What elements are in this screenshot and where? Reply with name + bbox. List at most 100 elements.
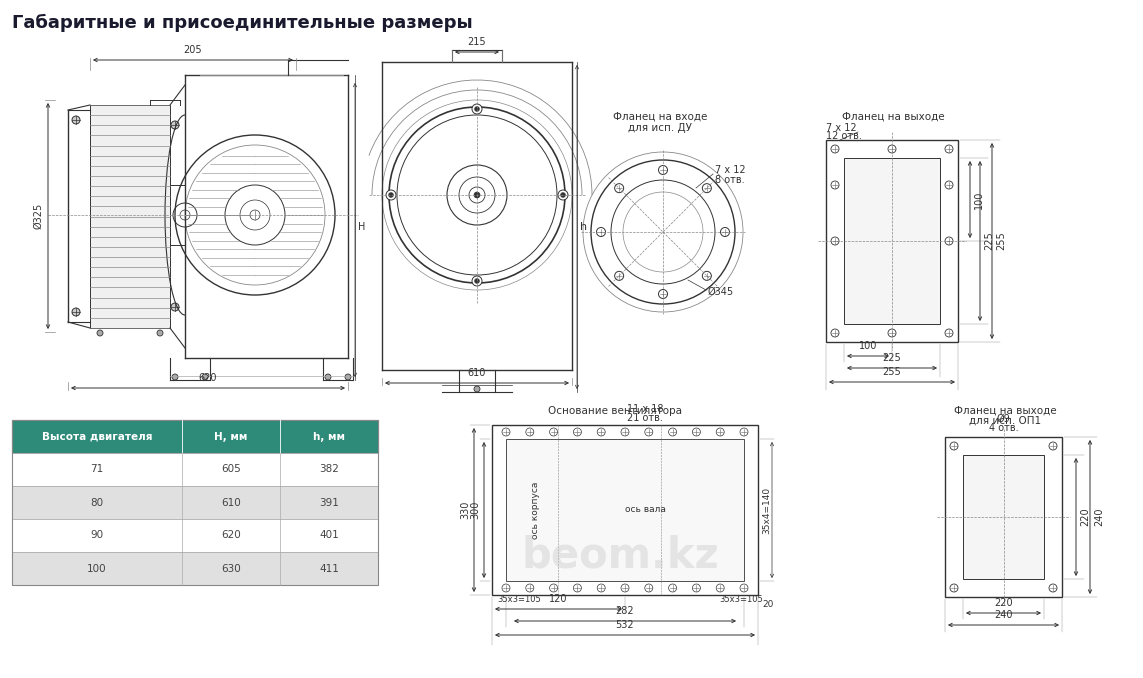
Circle shape — [831, 329, 839, 337]
Bar — [11, 420, 378, 585]
Circle shape — [888, 329, 896, 337]
Text: 225: 225 — [882, 353, 902, 363]
Text: 35х4=140: 35х4=140 — [762, 486, 772, 534]
Circle shape — [202, 374, 208, 380]
Text: 12 отв.: 12 отв. — [826, 131, 862, 141]
Circle shape — [72, 116, 80, 124]
Circle shape — [389, 193, 393, 197]
Circle shape — [1049, 584, 1057, 592]
Circle shape — [574, 584, 582, 592]
Text: 401: 401 — [319, 530, 338, 540]
Circle shape — [597, 584, 605, 592]
Text: 8 отв.: 8 отв. — [716, 175, 744, 185]
Text: 610: 610 — [221, 498, 241, 508]
Text: Фланец на входе: Фланец на входе — [613, 112, 708, 122]
Text: h, мм: h, мм — [313, 431, 345, 441]
Bar — [945, 437, 1062, 597]
Circle shape — [550, 428, 558, 436]
Text: 7 х 12: 7 х 12 — [716, 165, 745, 175]
Text: 100: 100 — [974, 191, 984, 209]
Circle shape — [831, 145, 839, 153]
Circle shape — [526, 428, 534, 436]
Text: 240: 240 — [1094, 508, 1104, 526]
Text: 605: 605 — [221, 464, 241, 475]
Text: 35х3=105: 35х3=105 — [497, 595, 541, 604]
Text: 630: 630 — [221, 563, 241, 574]
Text: 80: 80 — [90, 498, 104, 508]
Text: 100: 100 — [87, 563, 106, 574]
Text: 382: 382 — [319, 464, 339, 475]
Text: 220: 220 — [1080, 508, 1090, 526]
Text: 225: 225 — [984, 232, 994, 250]
Circle shape — [645, 584, 653, 592]
Text: 35х3=105: 35х3=105 — [719, 595, 762, 604]
Circle shape — [171, 303, 179, 311]
Circle shape — [171, 121, 179, 129]
Text: 7 х 12: 7 х 12 — [826, 123, 856, 133]
Circle shape — [597, 228, 606, 237]
Text: 391: 391 — [319, 498, 339, 508]
Circle shape — [945, 145, 953, 153]
Circle shape — [669, 584, 677, 592]
Text: ось вала: ось вала — [624, 506, 665, 515]
Bar — [11, 552, 378, 585]
Circle shape — [740, 428, 748, 436]
Circle shape — [560, 193, 566, 197]
Text: 90: 90 — [90, 530, 104, 540]
Bar — [964, 455, 1044, 579]
Circle shape — [702, 184, 711, 193]
Text: для исп. ОП1: для исп. ОП1 — [969, 416, 1041, 426]
Text: Ø9: Ø9 — [997, 414, 1010, 424]
Circle shape — [740, 584, 748, 592]
Circle shape — [325, 374, 331, 380]
Text: 11 х 18: 11 х 18 — [626, 404, 663, 414]
Circle shape — [472, 104, 482, 114]
Text: H: H — [358, 222, 366, 233]
Text: 71: 71 — [90, 464, 104, 475]
Text: 255: 255 — [996, 232, 1006, 250]
Circle shape — [615, 271, 624, 280]
Circle shape — [615, 184, 624, 193]
Circle shape — [950, 442, 958, 450]
Text: 300: 300 — [470, 501, 480, 519]
Circle shape — [693, 428, 701, 436]
Text: 120: 120 — [550, 594, 568, 604]
Text: 215: 215 — [467, 37, 486, 47]
Bar — [506, 439, 744, 581]
Text: ось корпуса: ось корпуса — [531, 481, 541, 539]
Circle shape — [645, 428, 653, 436]
Text: h: h — [580, 222, 588, 232]
Text: Ø345: Ø345 — [708, 287, 734, 297]
Text: 240: 240 — [994, 610, 1013, 620]
Text: 100: 100 — [858, 341, 877, 351]
Text: beom.kz: beom.kz — [521, 534, 719, 576]
Circle shape — [502, 584, 510, 592]
Circle shape — [950, 584, 958, 592]
Text: 610: 610 — [467, 368, 486, 378]
Circle shape — [621, 428, 629, 436]
Text: Фланец на выходе: Фланец на выходе — [841, 112, 944, 122]
Text: Фланец на выходе: Фланец на выходе — [953, 406, 1056, 416]
Text: 220: 220 — [994, 598, 1013, 608]
Text: 205: 205 — [184, 45, 202, 55]
Circle shape — [157, 330, 163, 336]
Circle shape — [474, 386, 480, 392]
Circle shape — [502, 428, 510, 436]
Text: 330: 330 — [459, 501, 470, 519]
Bar — [90, 105, 170, 328]
Circle shape — [386, 190, 395, 200]
Circle shape — [526, 584, 534, 592]
Circle shape — [693, 584, 701, 592]
Bar — [11, 420, 378, 453]
Circle shape — [945, 237, 953, 245]
Circle shape — [658, 290, 668, 298]
Circle shape — [888, 145, 896, 153]
Text: 620: 620 — [199, 373, 217, 383]
Text: Ø325: Ø325 — [33, 203, 43, 229]
Text: 21 отв.: 21 отв. — [628, 413, 663, 423]
Circle shape — [1049, 442, 1057, 450]
Bar — [11, 519, 378, 552]
Text: 4 отв.: 4 отв. — [989, 423, 1018, 433]
Circle shape — [669, 428, 677, 436]
Circle shape — [717, 428, 725, 436]
